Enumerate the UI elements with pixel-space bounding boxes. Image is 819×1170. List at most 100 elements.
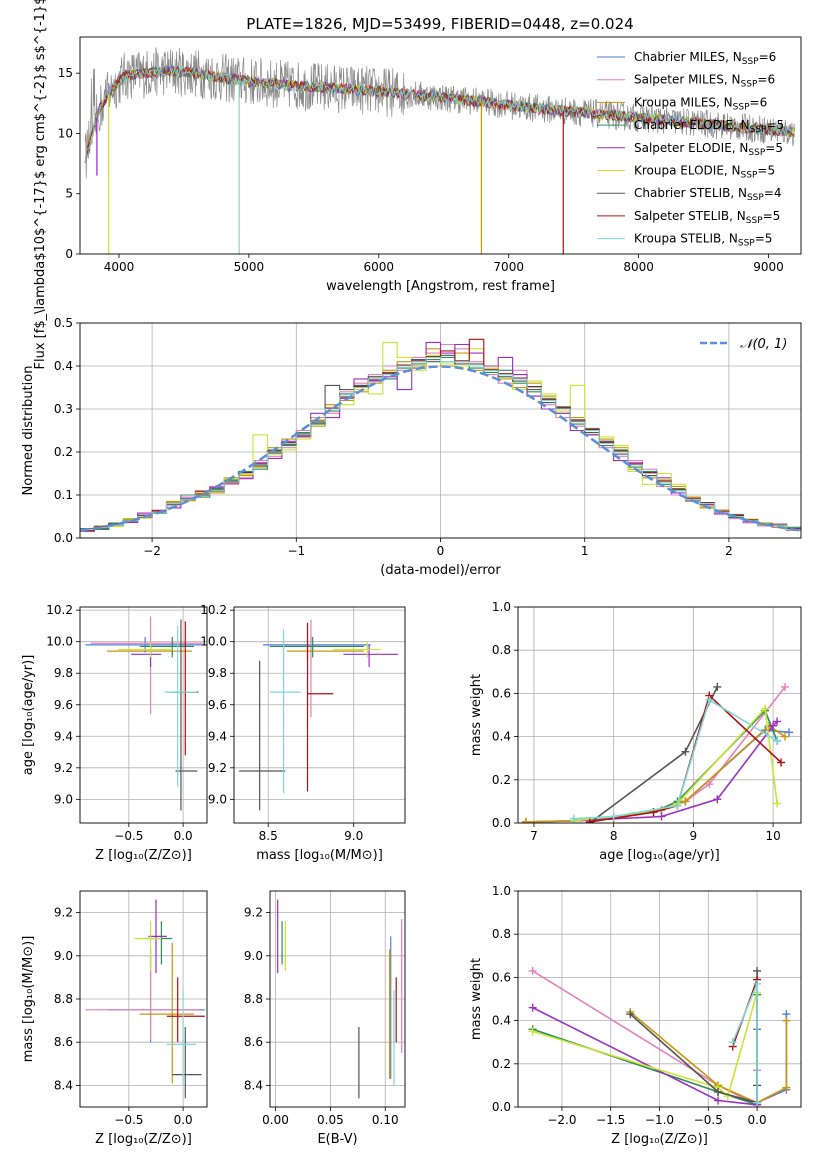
errorbar-point [164,625,198,787]
plus-marker [657,812,666,821]
plus-marker [705,695,714,704]
y-tick-label: 0.5 [54,316,73,330]
x-tick-label: 8000 [623,260,654,274]
y-tick-label: 0.4 [492,730,511,744]
y-tick-label: 8.8 [54,992,73,1006]
y-tick-label: 8.8 [244,992,263,1006]
y-tick-label: 0.4 [54,359,73,373]
y-tick-label: 0.2 [492,773,511,787]
x-axis-label: (data-model)/error [380,563,501,578]
weight-line [532,1006,758,1106]
x-axis-label: wavelength [Angstrom, rest frame] [326,279,555,294]
y-tick-label: 9.0 [54,792,73,806]
plot-area [239,619,399,811]
weight-line [589,686,719,823]
legend-count: =5 [763,209,781,223]
y-tick-label: 9.4 [54,729,73,743]
errorbar-point [85,636,202,653]
plus-marker [777,758,786,767]
errorbar-point [269,636,364,658]
plus-marker [681,747,690,756]
errorbar-point [239,660,286,811]
y-tick-label: 8.6 [54,1035,73,1049]
plot-area [85,899,205,1099]
errorbar-point [172,1027,202,1099]
plus-marker [753,966,762,975]
legend-entry: Chabrier STELIB, NSSP=4 [634,186,782,203]
y-axis-label: mass weight [469,674,484,756]
x-tick-label: 0.0 [174,829,193,843]
plus-marker [673,801,682,810]
plus-marker [714,1096,723,1105]
normal-curve [80,365,801,532]
x-tick-label: 10 [765,829,780,843]
legend-count: =6 [757,73,775,87]
y-axis-label: mass [log₁₀(M/M⊙)] [21,936,36,1063]
y-tick-label: 1.0 [492,884,511,898]
plus-marker [723,1092,732,1101]
panel-residuals: −2 −1 0 1 2 0.0 0.1 0.2 0.3 0.4 0.5 (data-model)/er… [21,316,802,578]
x-tick-label: 0.00 [262,1113,289,1127]
weight-line [532,970,758,1107]
panel-spectrum: 4000 5000 6000 7000 8000 9000 0 5 10 15 wavelength… [33,0,802,369]
data-spectrum-line [84,47,795,179]
legend-count: =5 [765,141,783,155]
legend-count: =6 [759,50,777,64]
y-tick-label: 5 [65,187,73,201]
y-tick-label: 10.0 [200,635,227,649]
y-tick-label: 0.4 [492,1014,511,1028]
y-tick-label: 0.2 [54,445,73,459]
legend-entry: Kroupa ELODIE, NSSP=5 [634,164,775,181]
x-tick-label: −0.5 [114,829,143,843]
x-tick-label: −1.0 [645,1113,674,1127]
plot-area [80,338,801,533]
legend-text: Kroupa MILES, N [634,95,733,109]
grid [234,607,405,823]
x-tick-label: −0.5 [694,1113,723,1127]
errorbar-point [263,636,371,653]
x-tick-label: 5000 [234,260,265,274]
errorbar-point [117,641,173,658]
y-tick-label: 0.8 [492,927,511,941]
plus-marker [609,812,618,821]
errorbar-point [145,921,173,965]
y-tick-label: 9.0 [244,949,263,963]
legend-subscript: SSP [742,57,759,67]
legend-entry: Chabrier ELODIE, NSSP=5 [634,118,784,135]
errorbar-point [306,622,334,792]
x-tick-label: 2 [725,544,733,558]
x-axis-label: Z [log₁₀(Z/Z⊙)] [95,848,192,863]
x-axis-label: mass [log₁₀(M/M⊙)] [256,848,383,863]
x-tick-label: 0.0 [748,1113,767,1127]
errorbar-point [287,643,364,660]
legend-text: Salpeter STELIB, N [634,209,746,223]
legend-subscript: SSP [746,216,763,226]
x-axis-label: Z [log₁₀(Z/Z⊙)] [95,1132,192,1147]
plus-marker [713,795,722,804]
y-tick-label: 9.2 [208,761,227,775]
x-tick-label: −1.5 [596,1113,625,1127]
x-tick-label: 0.05 [317,1113,344,1127]
figure-title: PLATE=1826, MJD=53499, FIBERID=0448, z=0… [246,15,633,33]
plus-marker [528,966,537,975]
panel-mass_vs_Z: −0.5 0.0 8.4 8.6 8.8 9.0 9.2 Z [log₁₀(Z/Z⊙)] mas… [21,890,208,1147]
histogram-step [80,341,801,532]
plus-marker [626,1010,635,1019]
panel-age_vs_mass: 8.5 9.0 9.0 9.2 9.4 9.6 9.8 10.0 10.2 mass [log₁₀… [200,603,406,863]
axes-frame [79,606,208,824]
x-tick-label: −2.0 [547,1113,576,1127]
plot-area [85,616,203,811]
legend-entry: Salpeter ELODIE, NSSP=5 [634,141,783,158]
x-tick-label: −2 [143,544,161,558]
plot-area [277,899,403,1099]
plus-marker [753,979,762,988]
legend-subscript: SSP [733,102,750,112]
y-tick-label: 10 [58,126,73,140]
legend-subscript: SSP [750,125,767,135]
panels: 4000 5000 6000 7000 8000 9000051015wavelength… [21,0,802,1147]
y-tick-label: 8.4 [244,1078,263,1092]
x-tick-label: 8 [610,829,618,843]
legend-entry: 𝒩(0, 1) [740,337,787,352]
x-tick-label: 8.5 [259,829,278,843]
